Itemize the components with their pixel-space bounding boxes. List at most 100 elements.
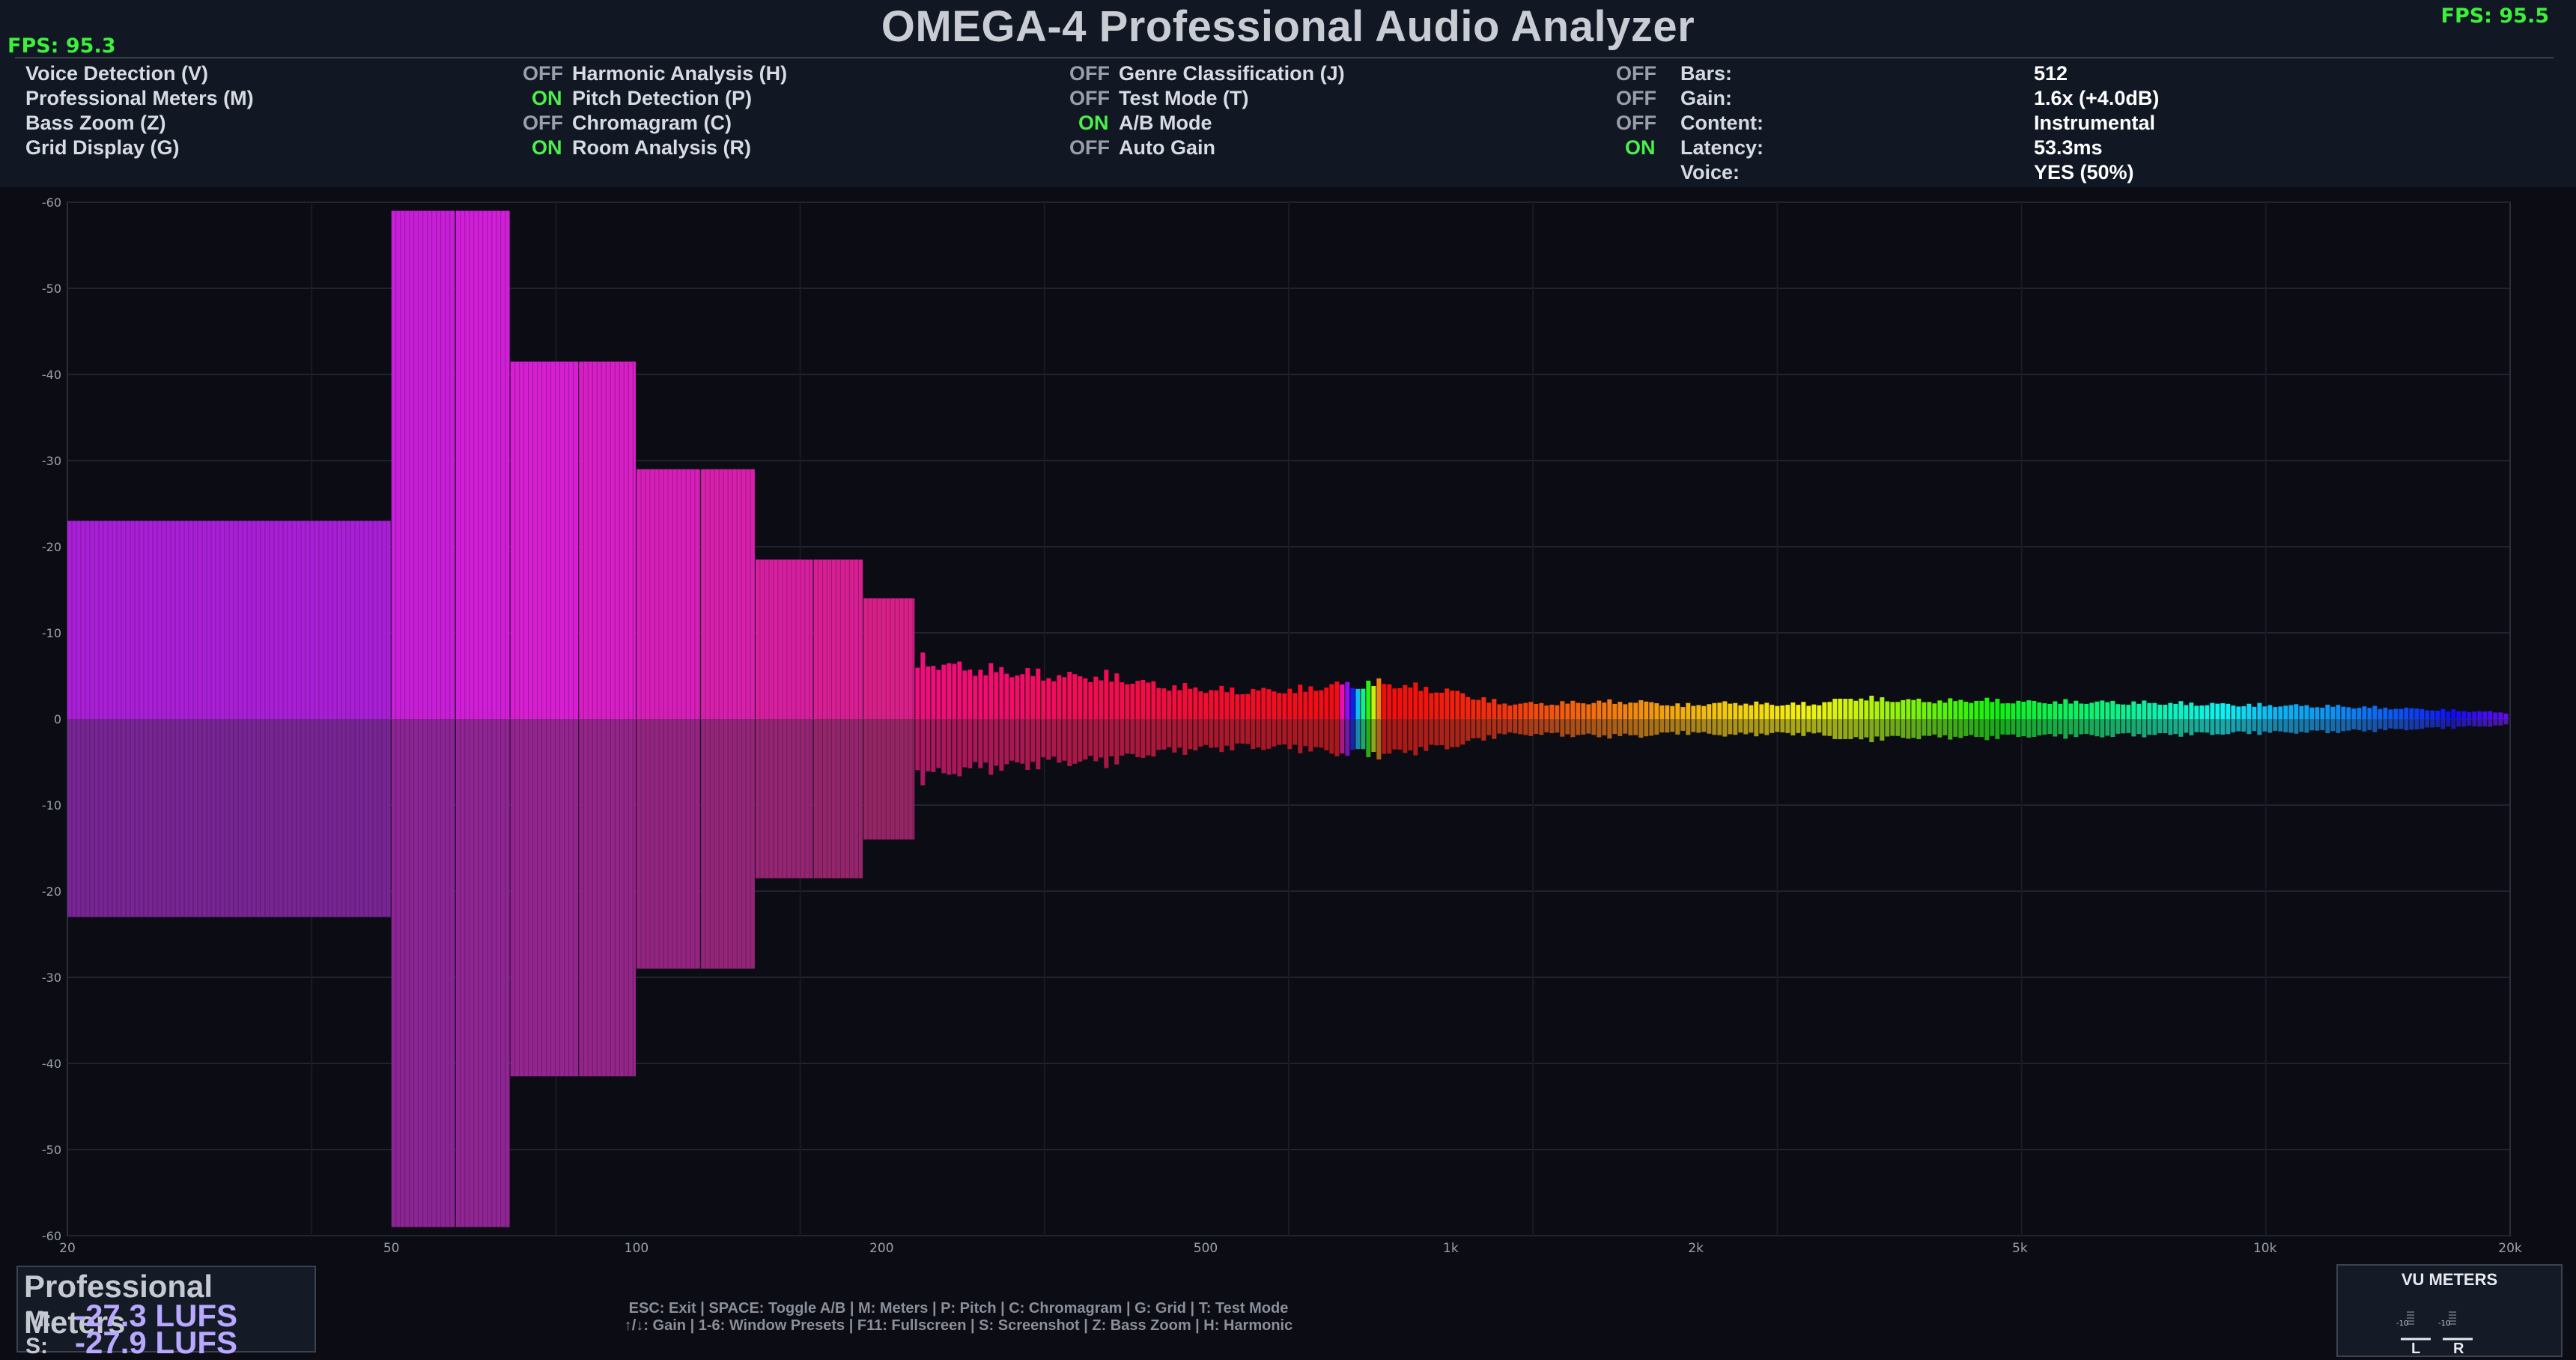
- spectrum-bar-bottom: [1843, 719, 1848, 739]
- setting-genre-classification[interactable]: Genre Classification (J): [1119, 62, 1345, 85]
- spectrum-bar-bottom: [952, 719, 957, 774]
- spectrum-bar-top: [1513, 704, 1518, 719]
- setting-ab-mode[interactable]: A/B Mode: [1119, 112, 1212, 134]
- setting-professional-meters[interactable]: Professional Meters (M): [25, 87, 254, 109]
- spectrum-bar-bottom: [1628, 719, 1633, 735]
- spectrum-bar-bottom: [1885, 719, 1890, 737]
- spectrum-bar-bottom: [1020, 719, 1025, 764]
- spectrum-bar-bottom: [1083, 719, 1088, 760]
- state-harmonic-analysis: OFF: [1069, 62, 1110, 85]
- spectrum-bar-bottom: [455, 719, 510, 1227]
- spectrum-bar-top: [2215, 703, 2220, 719]
- spectrum-bar-top: [988, 663, 994, 719]
- y-tick-label: 0: [54, 712, 61, 726]
- spectrum-bar-top: [1565, 703, 1570, 719]
- spectrum-bar-bottom: [1623, 719, 1628, 734]
- spectrum-bar-bottom: [1198, 719, 1203, 747]
- spectrum-bar-bottom: [1099, 719, 1104, 758]
- setting-test-mode[interactable]: Test Mode (T): [1119, 87, 1249, 109]
- spectrum-bar-top: [2089, 702, 2094, 719]
- y-tick-label: -30: [42, 971, 61, 985]
- info-voice-value: YES (50%): [2034, 161, 2134, 183]
- spectrum-bar-bottom: [2299, 719, 2304, 732]
- spectrum-bar-bottom: [2488, 719, 2493, 727]
- spectrum-bar-top: [2336, 705, 2341, 719]
- spectrum-bar-top: [2477, 711, 2482, 719]
- spectrum-bar-bottom: [2278, 719, 2283, 732]
- spectrum-bar-bottom: [1686, 719, 1691, 735]
- y-tick-label: -60: [42, 1229, 61, 1243]
- spectrum-bar-bottom: [926, 719, 931, 772]
- spectrum-bar-bottom: [1486, 719, 1492, 735]
- spectrum-bar-bottom: [1995, 719, 2000, 739]
- spectrum-bar-bottom: [510, 719, 579, 1077]
- spectrum-bar-top: [1408, 687, 1413, 719]
- spectrum-bar-bottom: [2021, 719, 2026, 736]
- spectrum-bar-top: [637, 469, 701, 719]
- setting-voice-detection[interactable]: Voice Detection (V): [25, 62, 209, 85]
- spectrum-bar-top: [1182, 683, 1188, 719]
- spectrum-bar-top: [1507, 705, 1513, 719]
- spectrum-bar-top: [2058, 703, 2063, 719]
- spectrum-bar-top: [2168, 702, 2173, 719]
- setting-harmonic-analysis[interactable]: Harmonic Analysis (H): [572, 62, 788, 85]
- state-professional-meters: ON: [532, 87, 562, 109]
- spectrum-bar-bottom: [962, 719, 967, 768]
- spectrum-bar-top: [2142, 700, 2147, 719]
- y-tick-label: -30: [42, 454, 61, 468]
- setting-pitch-detection[interactable]: Pitch Detection (P): [572, 87, 753, 109]
- spectrum-bar-bottom: [579, 719, 637, 1077]
- spectrum-bar-top: [2194, 705, 2199, 719]
- spectrum-bar-top: [1009, 677, 1015, 719]
- spectrum-bar-top: [1570, 700, 1576, 719]
- vu-right-label: R: [2453, 1341, 2464, 1357]
- spectrum-bar-bottom: [1329, 719, 1334, 754]
- spectrum-bar-bottom: [994, 719, 999, 766]
- spectrum-bar-bottom: [1754, 719, 1759, 737]
- spectrum-bar-bottom: [2199, 719, 2205, 732]
- settings-panel: Voice Detection (V) Professional Meters …: [0, 61, 2576, 187]
- spectrum-bar-top: [1738, 705, 1743, 719]
- spectrum-bar-top: [2425, 710, 2430, 719]
- x-tick-label: 10k: [2253, 1241, 2277, 1256]
- spectrum-bar-bottom: [2100, 719, 2105, 738]
- spectrum-bar-top: [1885, 701, 1890, 719]
- spectrum-bar-bottom: [988, 719, 994, 775]
- spectrum-bar-bottom: [1355, 719, 1361, 750]
- spectrum-bar-top: [2299, 705, 2304, 719]
- spectrum-bar-top: [1770, 705, 1775, 719]
- spectrum-bar-top: [1015, 675, 1020, 719]
- setting-grid-display[interactable]: Grid Display (G): [25, 136, 180, 159]
- info-gain-value: 1.6x (+4.0dB): [2034, 87, 2160, 109]
- spectrum-bar-top: [2226, 703, 2231, 719]
- spectrum-bar-top: [1979, 700, 1984, 719]
- y-tick-label: -60: [42, 195, 61, 210]
- app-title: OMEGA-4 Professional Audio Analyzer: [881, 2, 1695, 51]
- spectrum-bar-top: [1848, 699, 1853, 719]
- spectrum-bar-bottom: [1544, 719, 1549, 732]
- setting-bass-zoom[interactable]: Bass Zoom (Z): [25, 112, 166, 134]
- spectrum-bar-top: [2110, 700, 2115, 719]
- spectrum-bar-top: [2220, 703, 2226, 719]
- spectrum-bar-bottom: [1272, 719, 1277, 747]
- spectrum-bar-bottom: [2037, 719, 2042, 736]
- spectrum-bar-bottom: [1785, 719, 1790, 733]
- setting-chromagram[interactable]: Chromagram (C): [572, 112, 732, 134]
- spectrum-bar-top: [1486, 702, 1492, 719]
- spectrum-bar-bottom: [1266, 719, 1272, 749]
- setting-auto-gain[interactable]: Auto Gain: [1119, 136, 1215, 159]
- spectrum-bar-bottom: [1193, 719, 1198, 751]
- title-divider: [15, 57, 2554, 58]
- spectrum-bar-bottom: [1979, 719, 1984, 738]
- spectrum-bar-bottom: [1832, 719, 1838, 739]
- setting-room-analysis[interactable]: Room Analysis (R): [572, 136, 752, 159]
- spectrum-bar-bottom: [2157, 719, 2163, 734]
- spectrum-bar-top: [926, 666, 931, 719]
- spectrum-bar-bottom: [1806, 719, 1811, 732]
- spectrum-bar-top: [1728, 703, 1733, 719]
- spectrum-bar-top: [1958, 699, 1963, 719]
- state-ab-mode: OFF: [1616, 112, 1656, 134]
- spectrum-bar-bottom: [2257, 719, 2262, 735]
- spectrum-bar-top: [1518, 703, 1523, 719]
- spectrum-bar-top: [1413, 682, 1418, 719]
